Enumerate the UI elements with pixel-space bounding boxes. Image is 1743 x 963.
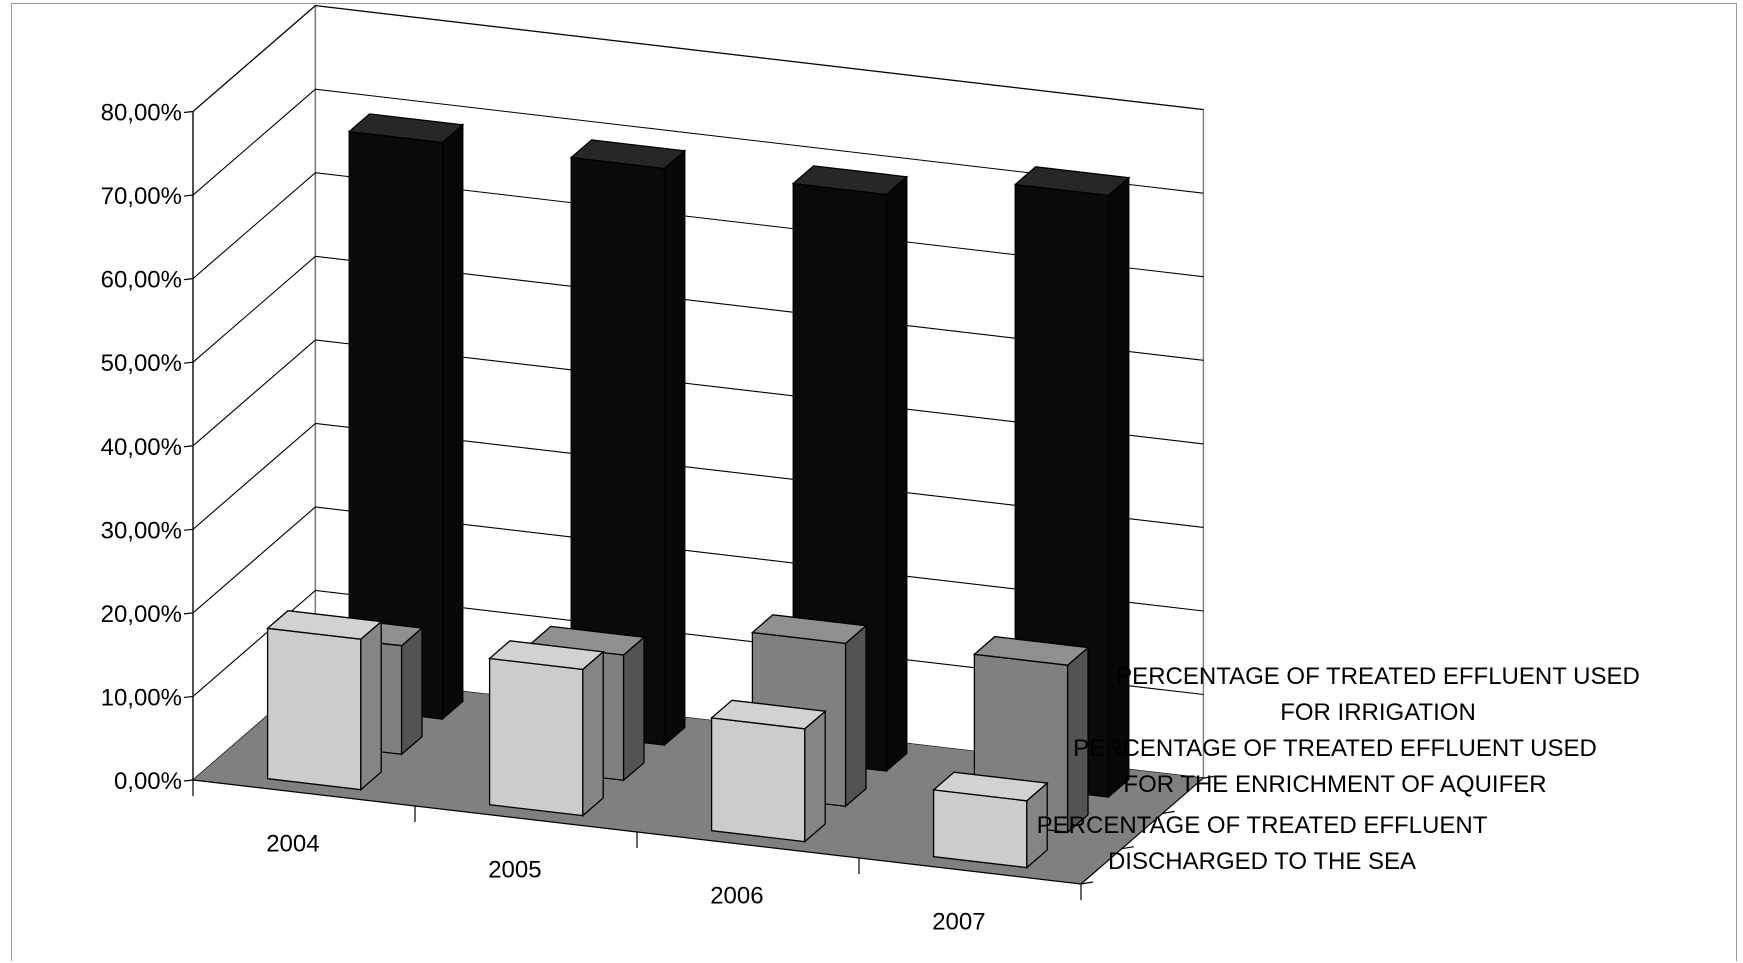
gridline [192, 5, 1204, 112]
bar-top [750, 614, 868, 645]
value-tick-label: 60,00% [101, 267, 182, 294]
bar-side [844, 624, 867, 808]
bar-top [932, 771, 1049, 802]
bar-side [1107, 176, 1130, 799]
bar-top [972, 635, 1090, 666]
category-label: 2005 [488, 857, 541, 884]
bar [347, 113, 465, 721]
value-tick-label: 10,00% [101, 684, 182, 711]
value-tick-label: 20,00% [101, 601, 182, 628]
bar [932, 771, 1049, 870]
category-label: 2004 [266, 831, 319, 858]
value-tick-label: 50,00% [101, 350, 182, 377]
category-label: 2007 [932, 909, 985, 936]
bar [710, 699, 827, 844]
bar-top [266, 610, 383, 640]
bar-side [622, 635, 645, 782]
value-tick [183, 528, 194, 531]
value-tick-label: 80,00% [101, 100, 182, 127]
bar [488, 640, 605, 818]
bar-side [400, 626, 423, 756]
category-label: 2006 [710, 883, 763, 910]
bar-side [582, 650, 604, 818]
bar-front [932, 789, 1028, 869]
series-tick [1080, 881, 1094, 885]
bar-side [804, 709, 826, 844]
series-label: PERCENTAGE OF TREATED EFFLUENT USED [1073, 735, 1597, 762]
bar-top [569, 139, 687, 170]
value-tick [183, 695, 194, 699]
bar-side [360, 620, 382, 792]
bar-top [347, 113, 465, 144]
value-tick-label: 70,00% [101, 183, 182, 210]
bar-front [710, 717, 806, 843]
series-tick [1203, 775, 1216, 779]
gridline [192, 88, 1204, 196]
series-tick [1121, 846, 1134, 850]
series-label: FOR THE ENRICHMENT OF AQUIFER [1123, 771, 1546, 798]
bar-front [266, 627, 362, 791]
series-label: PERCENTAGE OF TREATED EFFLUENT [1037, 812, 1488, 839]
series-tick [1162, 810, 1175, 814]
bar-side [663, 149, 686, 747]
bar-top [791, 165, 909, 196]
bar-side [885, 175, 908, 773]
bar-top [488, 640, 605, 671]
series-label: FOR IRRIGATION [1280, 699, 1476, 726]
value-tick [183, 278, 194, 281]
bar-side [441, 123, 464, 721]
value-tick-label: 0,00% [114, 768, 182, 795]
series-label: PERCENTAGE OF TREATED EFFLUENT USED [1116, 663, 1640, 690]
value-tick [183, 110, 194, 114]
value-tick-label: 40,00% [101, 434, 182, 461]
value-tick [183, 445, 194, 448]
bar [266, 610, 383, 792]
value-tick-label: 30,00% [101, 517, 182, 544]
value-tick [183, 612, 194, 615]
value-tick [183, 194, 194, 197]
series-label: DISCHARGED TO THE SEA [1108, 848, 1416, 875]
bar-top [1013, 166, 1131, 197]
value-tick [183, 779, 194, 782]
bar [569, 139, 687, 747]
value-tick [183, 361, 194, 364]
bar-front [488, 657, 584, 817]
series-axis [1080, 777, 1204, 885]
bar-top [710, 699, 827, 730]
